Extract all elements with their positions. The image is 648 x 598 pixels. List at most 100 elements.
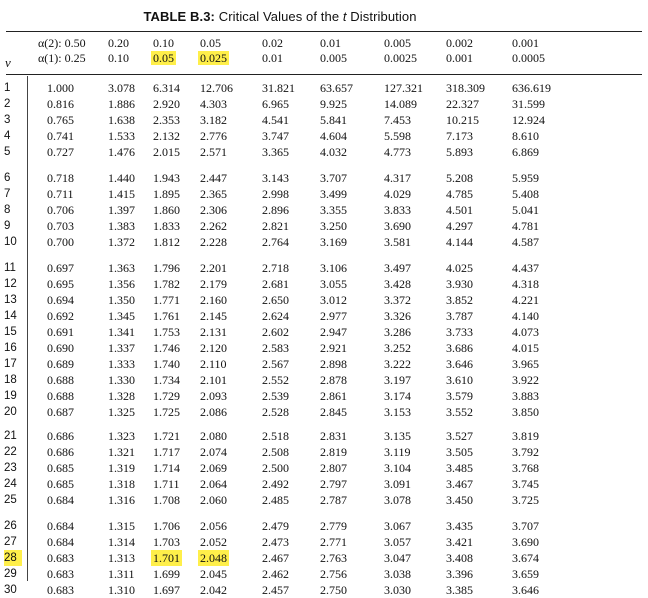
- value-cell-col-3: 2.920: [153, 97, 180, 111]
- df-cell: 4: [4, 130, 11, 142]
- value-cell-col-2: 1.310: [108, 583, 135, 597]
- value-cell-col-5: 2.624: [262, 309, 289, 323]
- value-cell-col-2: 1.321: [108, 445, 135, 459]
- value-cell-col-7: 3.091: [384, 477, 411, 491]
- value-cell-col-5: 31.821: [262, 81, 295, 95]
- table-row: 27 0.684 1.314 1.703 2.052 2.473 2.771 3.057 3.4…: [0, 534, 648, 550]
- value-cell-col-8: 10.215: [446, 113, 479, 127]
- value-cell-col-7: 3.078: [384, 493, 411, 507]
- value-cell-col-4: 2.064: [200, 477, 227, 491]
- table-title-prefix: TABLE B.3:: [143, 9, 219, 24]
- value-cell-col-7: 3.252: [384, 341, 411, 355]
- header-rule: [6, 74, 642, 75]
- value-cell-col-7: 3.067: [384, 519, 411, 533]
- header-two-tailed-value: 0.005: [384, 36, 411, 50]
- table-title-text: Critical Values of the: [218, 9, 343, 24]
- value-cell-col-4: 2.447: [200, 171, 227, 185]
- value-cell-col-5: 2.602: [262, 325, 289, 339]
- value-cell-col-9: 3.965: [512, 357, 539, 371]
- table-row: 10 0.700 1.372 1.812 2.228 2.764 3.169 3.581 4.1…: [0, 234, 648, 250]
- value-cell-col-6: 2.819: [320, 445, 347, 459]
- value-cell-col-6: 2.750: [320, 583, 347, 597]
- value-cell-col-3: 1.711: [153, 477, 180, 491]
- value-cell-col-3: 1.753: [153, 325, 180, 339]
- header-two-tailed-value: 0.05: [200, 36, 221, 50]
- value-cell-col-7: 3.222: [384, 357, 411, 371]
- value-cell-col-2: 1.318: [108, 477, 135, 491]
- value-cell-col-9: 5.959: [512, 171, 539, 185]
- value-cell-col-1: 1.000: [47, 81, 74, 95]
- value-cell-col-6: 3.250: [320, 219, 347, 233]
- value-cell-col-4: 2.052: [200, 535, 227, 549]
- header-column-3: 0.05 0.025: [198, 36, 229, 66]
- value-cell-col-4: 2.045: [200, 567, 227, 581]
- value-cell-col-7: 3.428: [384, 277, 411, 291]
- value-cell-col-7: 3.153: [384, 405, 411, 419]
- table-row: 4 0.741 1.533 2.132 2.776 3.747 4.604 5.598 7.17…: [0, 128, 648, 144]
- value-cell-col-2: 1.372: [108, 235, 135, 249]
- value-cell-col-8: 3.435: [446, 519, 473, 533]
- value-cell-col-4: 2.131: [200, 325, 227, 339]
- value-cell-col-6: 3.106: [320, 261, 347, 275]
- value-cell-col-7: 4.317: [384, 171, 411, 185]
- header-two-tailed-value: 0.002: [446, 36, 473, 50]
- header-column-7: 0.002 0.001: [446, 36, 473, 66]
- value-cell-col-9: 3.745: [512, 477, 539, 491]
- value-cell-col-2: 1.397: [108, 203, 135, 217]
- value-cell-col-8: 3.450: [446, 493, 473, 507]
- value-cell-col-9: 8.610: [512, 129, 539, 143]
- value-cell-col-3: 1.761: [153, 309, 180, 323]
- value-cell-col-6: 2.787: [320, 493, 347, 507]
- value-cell-col-6: 4.604: [320, 129, 347, 143]
- value-cell-col-6: 2.861: [320, 389, 347, 403]
- value-cell-col-3: 1.697: [153, 583, 180, 597]
- value-cell-col-1: 0.684: [47, 535, 74, 549]
- table-row: 11 0.697 1.363 1.796 2.201 2.718 3.106 3.497 4.0…: [0, 260, 648, 276]
- value-cell-col-1: 0.689: [47, 357, 74, 371]
- table-row: 7 0.711 1.415 1.895 2.365 2.998 3.499 4.029 4.78…: [0, 186, 648, 202]
- value-cell-col-5: 3.143: [262, 171, 289, 185]
- value-cell-col-9: 3.659: [512, 567, 539, 581]
- value-cell-col-8: 318.309: [446, 81, 485, 95]
- value-cell-col-6: 2.845: [320, 405, 347, 419]
- value-cell-col-5: 2.473: [262, 535, 289, 549]
- value-cell-col-8: 7.173: [446, 129, 473, 143]
- header-two-tailed-value: 0.10: [153, 36, 174, 50]
- row-group-3: 11 0.697 1.363 1.796 2.201 2.718 3.106 3.497 4.0…: [0, 260, 648, 420]
- table-row: 3 0.765 1.638 2.353 3.182 4.541 5.841 7.453 10.2…: [0, 112, 648, 128]
- header-column-2: 0.10 0.05: [151, 36, 176, 66]
- value-cell-col-9: 3.883: [512, 389, 539, 403]
- value-cell-col-5: 2.998: [262, 187, 289, 201]
- value-cell-col-6: 9.925: [320, 97, 347, 111]
- table-row: 12 0.695 1.356 1.782 2.179 2.681 3.055 3.428 3.9…: [0, 276, 648, 292]
- df-cell: 22: [4, 446, 17, 458]
- value-cell-col-3: 1.746: [153, 341, 180, 355]
- value-cell-col-7: 3.119: [384, 445, 411, 459]
- value-cell-col-1: 0.683: [47, 567, 74, 581]
- value-cell-col-2: 1.313: [108, 551, 135, 565]
- df-cell: 17: [4, 358, 17, 370]
- value-cell-col-2: 1.315: [108, 519, 135, 533]
- value-cell-col-6: 2.878: [320, 373, 347, 387]
- df-cell: 7: [4, 188, 11, 200]
- df-cell: 6: [4, 172, 11, 184]
- value-cell-col-8: 3.485: [446, 461, 473, 475]
- value-cell-col-2: 1.314: [108, 535, 135, 549]
- value-cell-col-8: 3.396: [446, 567, 473, 581]
- df-cell: 20: [4, 406, 17, 418]
- header-one-tailed-value: 0.0005: [512, 51, 545, 65]
- value-cell-col-6: 2.756: [320, 567, 347, 581]
- value-cell-col-3: 1.703: [153, 535, 180, 549]
- value-cell-col-5: 2.650: [262, 293, 289, 307]
- value-cell-col-3: 1.734: [153, 373, 180, 387]
- value-cell-col-5: 2.681: [262, 277, 289, 291]
- value-cell-col-2: 1.325: [108, 405, 135, 419]
- value-cell-col-4: 2.086: [200, 405, 227, 419]
- value-cell-col-9: 3.792: [512, 445, 539, 459]
- value-cell-col-6: 3.707: [320, 171, 347, 185]
- value-cell-col-1: 0.711: [47, 187, 74, 201]
- value-cell-col-8: 3.787: [446, 309, 473, 323]
- value-cell-col-1: 0.686: [47, 429, 74, 443]
- value-cell-col-4: 2.042: [200, 583, 227, 597]
- value-cell-col-4: 2.145: [200, 309, 227, 323]
